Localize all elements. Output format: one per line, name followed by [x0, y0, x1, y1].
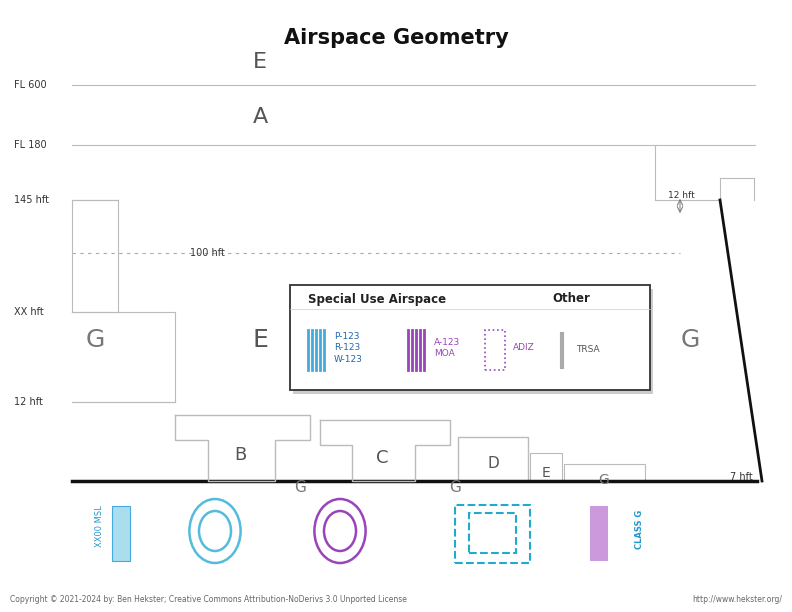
FancyBboxPatch shape — [290, 285, 650, 390]
Bar — [590, 506, 608, 561]
Bar — [455, 505, 530, 563]
Text: A: A — [253, 107, 268, 127]
Text: E: E — [253, 52, 267, 72]
Text: XX00 MSL: XX00 MSL — [96, 505, 105, 547]
Text: 7 hft: 7 hft — [730, 472, 752, 482]
Text: C: C — [375, 449, 388, 467]
Text: G: G — [294, 480, 306, 496]
Text: ADIZ: ADIZ — [513, 343, 535, 353]
Bar — [485, 330, 505, 370]
Text: G: G — [86, 328, 105, 352]
Bar — [564, 464, 645, 481]
Text: 100 hft: 100 hft — [190, 248, 225, 258]
Bar — [469, 513, 516, 553]
Text: E: E — [252, 328, 268, 352]
Text: FL 600: FL 600 — [14, 80, 47, 90]
Text: 12 hft: 12 hft — [14, 397, 43, 407]
Text: Copyright © 2021-2024 by: Ben Hekster; Creative Commons Attribution-NoDerivs 3.0: Copyright © 2021-2024 by: Ben Hekster; C… — [10, 595, 407, 604]
Bar — [112, 506, 130, 561]
Text: B: B — [234, 446, 246, 464]
Text: G: G — [599, 473, 609, 487]
Text: 145 hft: 145 hft — [14, 195, 49, 205]
Bar — [530, 453, 562, 481]
Text: FL 180: FL 180 — [14, 140, 47, 150]
Text: http://www.hekster.org/: http://www.hekster.org/ — [692, 595, 782, 604]
Text: XX hft: XX hft — [14, 307, 44, 317]
Text: D: D — [487, 455, 499, 471]
Text: Special Use Airspace: Special Use Airspace — [308, 293, 446, 305]
Text: G: G — [680, 328, 699, 352]
Bar — [458, 437, 528, 481]
Text: Airspace Geometry: Airspace Geometry — [284, 28, 508, 48]
Text: TRSA: TRSA — [576, 346, 600, 354]
Text: CLASS G: CLASS G — [635, 509, 645, 548]
Text: E: E — [542, 466, 550, 480]
FancyBboxPatch shape — [293, 289, 653, 394]
Text: Other: Other — [552, 293, 590, 305]
Text: G: G — [449, 480, 461, 496]
Text: A-123
MOA: A-123 MOA — [434, 338, 460, 358]
Text: 12 hft: 12 hft — [668, 190, 695, 200]
Text: P-123
R-123
W-123: P-123 R-123 W-123 — [334, 332, 363, 364]
